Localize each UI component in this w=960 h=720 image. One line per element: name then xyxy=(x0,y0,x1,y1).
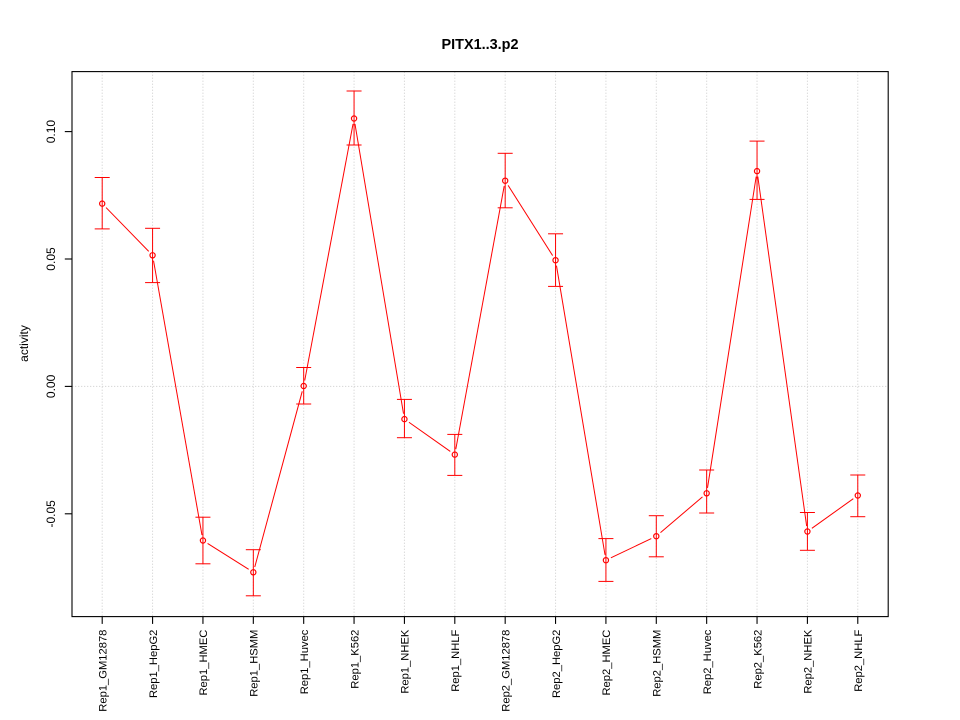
svg-text:Rep2_NHEK: Rep2_NHEK xyxy=(803,629,815,694)
svg-text:Rep2_Huvec: Rep2_Huvec xyxy=(702,629,714,694)
svg-text:Rep1_HMEC: Rep1_HMEC xyxy=(198,630,210,696)
svg-text:Rep1_Huvec: Rep1_Huvec xyxy=(299,629,311,694)
svg-text:Rep2_HSMM: Rep2_HSMM xyxy=(652,630,664,697)
svg-text:PITX1..3.p2: PITX1..3.p2 xyxy=(442,36,519,53)
svg-text:Rep2_HepG2: Rep2_HepG2 xyxy=(551,630,563,698)
svg-text:Rep1_K562: Rep1_K562 xyxy=(349,630,361,689)
svg-text:0.00: 0.00 xyxy=(44,374,58,398)
svg-text:Rep1_HepG2: Rep1_HepG2 xyxy=(148,630,160,698)
svg-text:0.05: 0.05 xyxy=(44,247,58,271)
svg-text:Rep1_NHLF: Rep1_NHLF xyxy=(450,629,462,691)
svg-text:Rep2_HMEC: Rep2_HMEC xyxy=(601,630,613,696)
svg-text:Rep2_NHLF: Rep2_NHLF xyxy=(853,629,865,691)
svg-text:Rep1_HSMM: Rep1_HSMM xyxy=(249,630,261,697)
svg-text:0.10: 0.10 xyxy=(44,120,58,144)
svg-text:Rep1_GM12878: Rep1_GM12878 xyxy=(98,630,110,712)
svg-text:activity: activity xyxy=(17,325,31,362)
svg-text:Rep2_K562: Rep2_K562 xyxy=(752,630,764,689)
svg-text:-0.05: -0.05 xyxy=(44,500,58,528)
svg-text:Rep2_GM12878: Rep2_GM12878 xyxy=(500,630,512,712)
svg-text:Rep1_NHEK: Rep1_NHEK xyxy=(400,629,412,694)
